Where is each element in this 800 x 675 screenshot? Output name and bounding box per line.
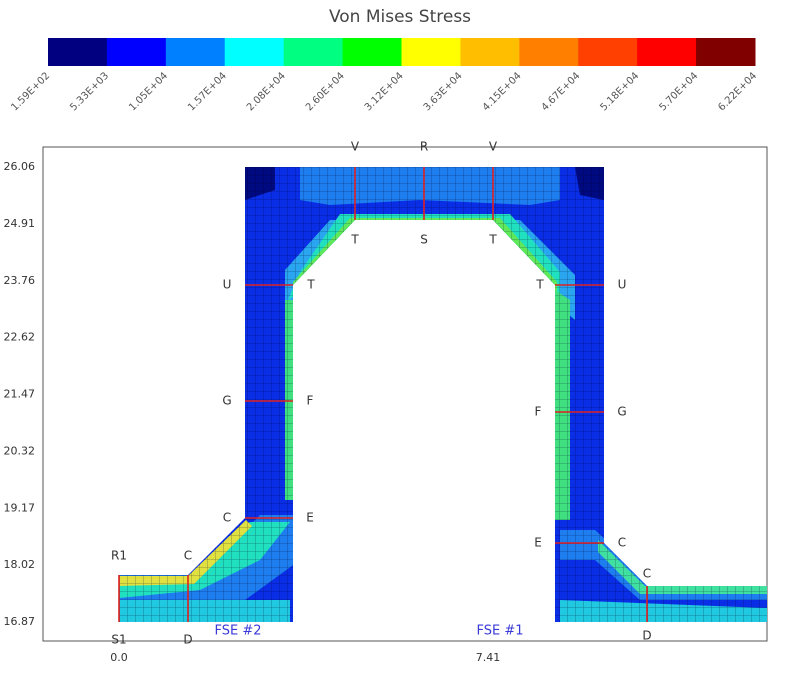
section-label: FSE #2 <box>214 624 261 639</box>
point-label: U <box>223 278 232 292</box>
colorbar-label: 1.59E+02 <box>9 70 52 113</box>
point-label: R <box>420 140 428 154</box>
x-label: 0.0 <box>110 651 128 664</box>
point-label: S <box>420 233 428 247</box>
colorbar-swatch <box>165 38 226 66</box>
y-label: 26.06 <box>4 160 36 173</box>
point-label: E <box>534 536 542 550</box>
point-label: E <box>306 511 314 525</box>
point-label: F <box>535 405 542 419</box>
section-cuts <box>118 167 648 622</box>
point-label: D <box>183 633 192 647</box>
point-label: C <box>184 549 192 563</box>
colorbar-label: 1.57E+04 <box>186 70 229 113</box>
colorbar-swatch <box>48 38 108 66</box>
colorbar-swatch <box>696 38 756 66</box>
y-label: 16.87 <box>4 615 36 628</box>
point-label: C <box>223 511 231 525</box>
colorbar-swatch <box>342 38 402 66</box>
y-label: 22.62 <box>4 331 36 344</box>
point-label: R1 <box>111 549 127 563</box>
colorbar-label: 3.12E+04 <box>363 70 406 113</box>
colorbar-swatch <box>401 38 461 66</box>
y-label: 21.47 <box>4 388 36 401</box>
colorbar-label: 5.70E+04 <box>657 70 700 113</box>
plot-frame <box>42 146 768 642</box>
y-label: 23.76 <box>4 274 36 287</box>
colorbar-label: 5.18E+04 <box>598 70 641 113</box>
colorbar-label: 4.67E+04 <box>540 70 583 113</box>
contour <box>119 167 767 622</box>
colorbar-label: 3.63E+04 <box>422 70 465 113</box>
point-label: F <box>307 394 314 408</box>
point-label: T <box>306 278 315 292</box>
point-label: G <box>222 394 231 408</box>
point-label: V <box>351 140 360 154</box>
y-label: 20.32 <box>4 444 36 457</box>
colorbar-label: 6.22E+04 <box>716 70 759 113</box>
colorbar-label: 4.15E+04 <box>481 70 524 113</box>
colorbar-label: 1.05E+04 <box>127 70 170 113</box>
point-label: T <box>350 233 359 247</box>
x-label: 7.41 <box>476 651 501 664</box>
colorbar-swatch <box>224 38 285 66</box>
point-label: V <box>489 140 498 154</box>
y-label: 19.17 <box>4 501 36 514</box>
colorbar-swatch <box>283 38 344 66</box>
colorbar-swatch <box>578 38 638 66</box>
point-label: S1 <box>111 633 126 647</box>
point-label: C <box>643 567 651 581</box>
point-label: T <box>535 278 544 292</box>
point-label: D <box>642 629 651 643</box>
title: Von Mises Stress <box>329 7 471 27</box>
colorbar-label: 2.60E+04 <box>304 70 347 113</box>
y-label: 24.91 <box>4 217 36 230</box>
colorbar-swatch <box>106 38 167 66</box>
colorbar-swatch <box>519 38 579 66</box>
point-label: G <box>617 405 626 419</box>
colorbar-swatch <box>460 38 520 66</box>
point-label: C <box>618 536 626 550</box>
colorbar-label: 2.08E+04 <box>245 70 288 113</box>
point-label: U <box>618 278 627 292</box>
colorbar-label: 5.33E+03 <box>68 70 111 113</box>
colorbar-swatch <box>637 38 697 66</box>
point-label: T <box>488 233 497 247</box>
section-label: FSE #1 <box>476 624 523 639</box>
y-label: 18.02 <box>4 558 36 571</box>
